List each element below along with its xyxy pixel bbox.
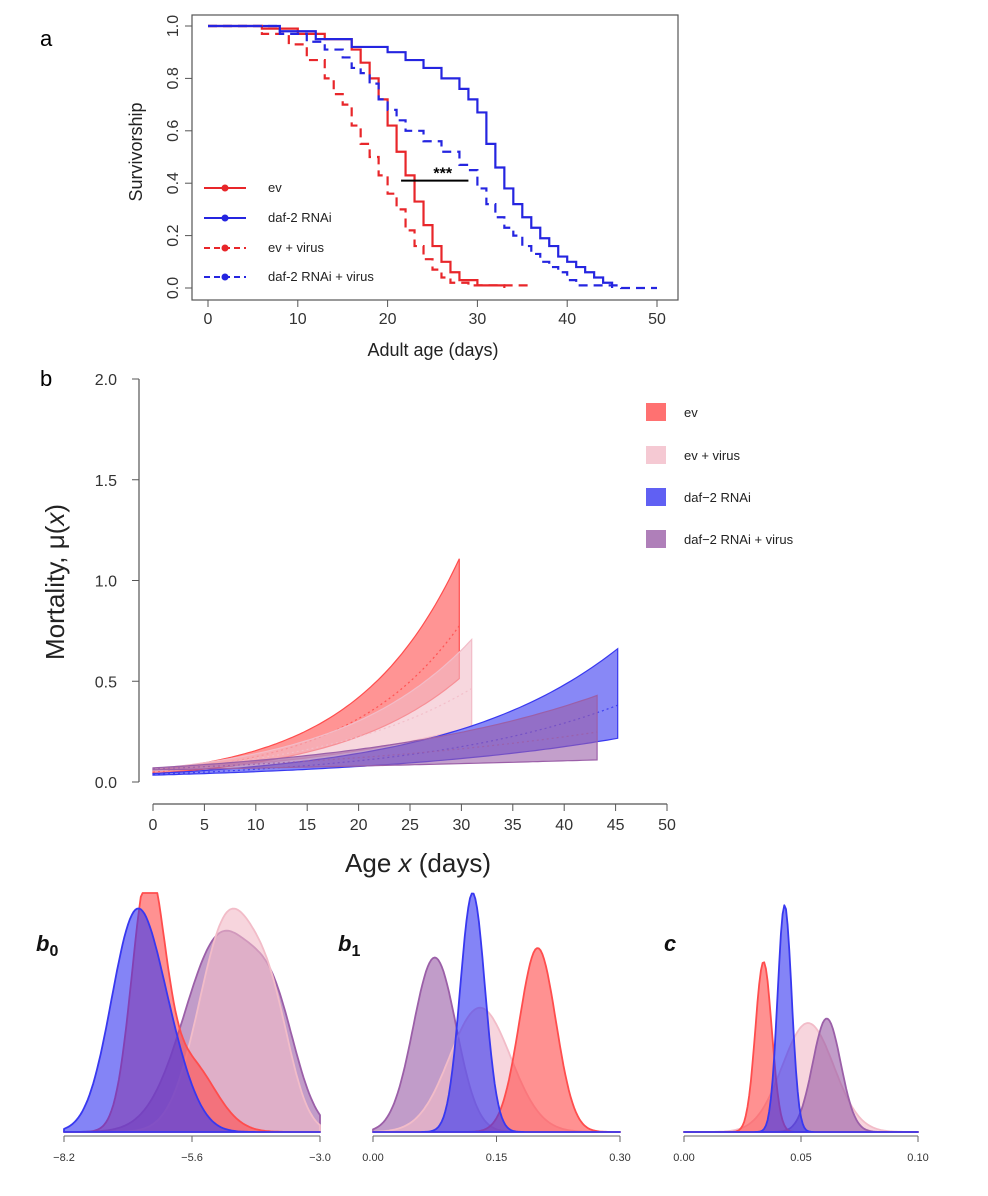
legend-label: daf-2 RNAi — [268, 210, 332, 225]
x-tick-label: 50 — [648, 311, 666, 328]
y-tick-label: 2.0 — [95, 372, 117, 389]
density-curve-3 — [63, 907, 321, 1133]
density-curve-3 — [683, 904, 919, 1133]
x-tick-label: 10 — [289, 311, 307, 328]
x-tick-label: 0.10 — [907, 1152, 928, 1164]
legend-marker — [221, 214, 229, 222]
mortality-mean-3 — [152, 731, 598, 770]
y-tick-label: 0.2 — [165, 224, 182, 246]
legend-marker — [221, 273, 229, 281]
mortality-mean-1 — [152, 687, 473, 771]
legend-swatch — [646, 488, 666, 506]
legend-label: ev — [268, 180, 282, 195]
x-tick-label: 0.00 — [673, 1152, 694, 1164]
legend-label: ev + virus — [268, 240, 324, 255]
y-tick-label: 0.8 — [165, 67, 182, 89]
b1-density-plot: 0.00 0.15 0.30 — [362, 892, 631, 1164]
x-tick-label: 20 — [350, 817, 368, 834]
x-tick-label: 45 — [607, 817, 625, 834]
x-tick-label: 0.30 — [609, 1152, 630, 1164]
x-tick-label: 30 — [453, 817, 471, 834]
survival-curves — [208, 24, 657, 290]
b1-density-panel: b1 0.00 0.15 0.30 — [338, 892, 631, 1164]
y-tick-label: 0.6 — [165, 120, 182, 142]
survival-axes: 0 10 20 30 40 50 0.0 0.2 0.4 0.6 0.8 1.0 — [165, 15, 666, 328]
x-tick-label: 20 — [379, 311, 397, 328]
survival-curve-3 — [208, 24, 657, 290]
mortality-band-3 — [152, 694, 598, 771]
c-label: c — [664, 931, 676, 956]
x-tick-label: −3.0 — [309, 1152, 331, 1164]
x-tick-label: 35 — [504, 817, 522, 834]
significance-stars: *** — [433, 166, 452, 183]
legend-label: ev — [684, 405, 698, 420]
b0-density-panel: b0 −8.2 −5.6 −3.0 — [36, 892, 331, 1164]
mortality-legend: ev ev + virus daf−2 RNAi daf−2 RNAi + virus — [646, 403, 794, 548]
survival-y-axis-label: Survivorship — [126, 102, 146, 201]
x-tick-label: −8.2 — [53, 1152, 75, 1164]
x-tick-label: 25 — [401, 817, 419, 834]
b1-label: b1 — [338, 931, 360, 960]
x-tick-label: −5.6 — [181, 1152, 203, 1164]
x-tick-label: 0 — [204, 311, 213, 328]
x-tick-label: 0 — [149, 817, 158, 834]
x-tick-label: 0.05 — [790, 1152, 811, 1164]
mortality-y-axis-label: Mortality, μ(x) — [40, 504, 70, 660]
y-tick-label: 1.5 — [95, 473, 117, 490]
mortality-bands — [152, 558, 619, 776]
c-density-panel: c 0.00 0.05 0.10 — [664, 904, 929, 1164]
survival-curve-2 — [208, 24, 532, 287]
density-curve-3 — [372, 892, 621, 1133]
x-tick-label: 0.00 — [362, 1152, 383, 1164]
mortality-panel: b 0.0 0.5 1.0 1.5 2.0 0 5 10 15 20 25 30 35 40 45 50 Ag… — [40, 366, 794, 878]
legend-swatch — [646, 403, 666, 421]
x-tick-label: 5 — [200, 817, 209, 834]
significance-annotation: *** — [401, 166, 469, 183]
legend-marker — [221, 184, 229, 192]
x-tick-label: 40 — [558, 311, 576, 328]
survival-legend: ev daf-2 RNAi ev + virus daf-2 RNAi + virus — [204, 180, 374, 284]
legend-swatch — [646, 530, 666, 548]
b0-density-plot: −8.2 −5.6 −3.0 — [53, 892, 331, 1164]
y-tick-label: 0.0 — [95, 775, 117, 792]
y-tick-label: 1.0 — [95, 574, 117, 591]
mortality-axes: 0.0 0.5 1.0 1.5 2.0 0 5 10 15 20 25 30 35 40 45 50 — [95, 372, 676, 834]
y-tick-label: 0.4 — [165, 172, 182, 194]
b0-label: b0 — [36, 931, 58, 960]
panel-b-letter: b — [40, 366, 52, 391]
y-tick-label: 0.5 — [95, 674, 117, 691]
survival-panel: a 0 10 20 30 40 50 0.0 0.2 0.4 0.6 0.8 1.0 Adult ag… — [40, 14, 679, 360]
y-tick-label: 0.0 — [165, 277, 182, 299]
legend-label: daf-2 RNAi + virus — [268, 269, 374, 284]
legend-swatch — [646, 446, 666, 464]
survival-plot-frame — [191, 14, 679, 301]
x-tick-label: 40 — [555, 817, 573, 834]
mortality-x-axis-label: Age x (days) — [345, 848, 491, 878]
x-tick-label: 10 — [247, 817, 265, 834]
x-tick-label: 15 — [298, 817, 316, 834]
legend-label: daf−2 RNAi — [684, 490, 751, 505]
legend-label: ev + virus — [684, 448, 740, 463]
c-density-plot: 0.00 0.05 0.10 — [673, 904, 929, 1164]
survival-x-axis-label: Adult age (days) — [367, 340, 498, 360]
panel-a-letter: a — [40, 26, 53, 51]
legend-marker — [221, 244, 229, 252]
legend-label: daf−2 RNAi + virus — [684, 532, 794, 547]
x-tick-label: 0.15 — [486, 1152, 507, 1164]
y-tick-label: 1.0 — [165, 15, 182, 37]
x-tick-label: 50 — [658, 817, 676, 834]
survival-curve-1 — [208, 24, 614, 288]
x-tick-label: 30 — [469, 311, 487, 328]
